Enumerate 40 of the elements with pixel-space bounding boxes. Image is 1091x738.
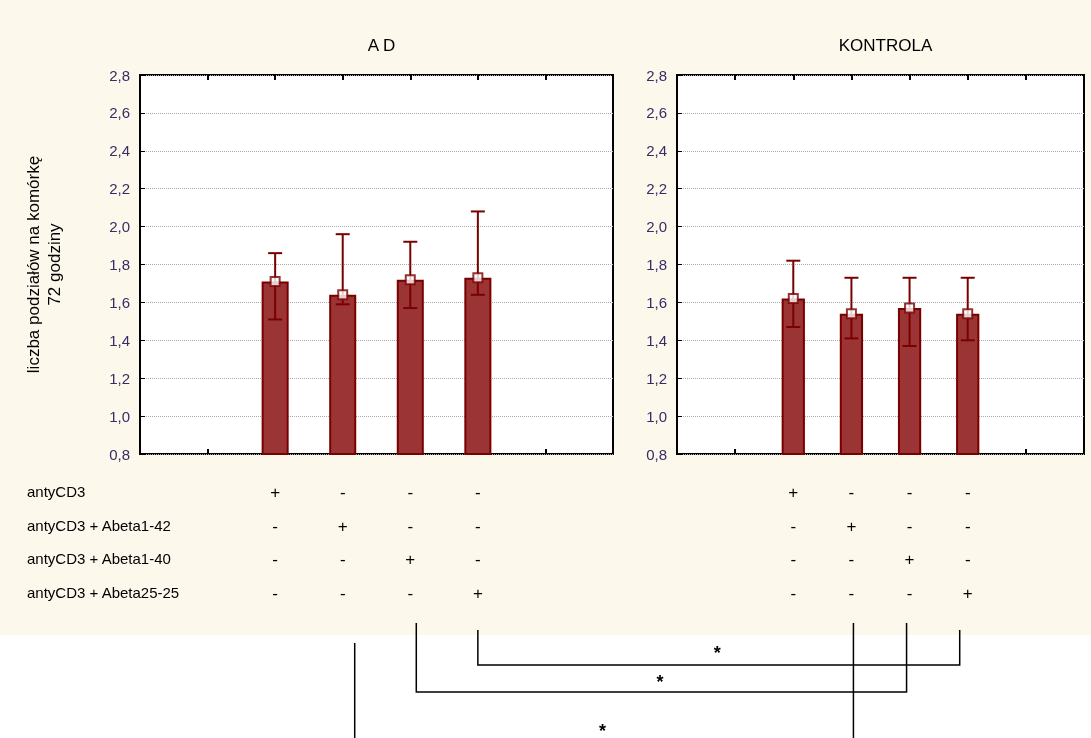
y-tick-label: 1,8 [646,256,667,273]
chart-title: KONTROLA [838,36,933,55]
y-tick-label: 1,6 [109,293,130,311]
y-tick-label: 1,0 [109,407,130,425]
y-tick-label: 2,4 [109,142,130,160]
text: antyCD3 + Abeta1-42 [27,516,171,534]
y-tick-label: 1,2 [109,369,130,387]
y-tick-label: 2,2 [109,180,130,198]
text: * [656,672,664,692]
y-tick-label: 0,8 [109,445,130,463]
x-tick-label: - - - + [472,483,483,603]
y-tick-label: 1,8 [109,256,130,273]
text: * [713,643,721,663]
text: antyCD3 + Abeta25-25 [27,583,180,601]
y-tick-label: 2,0 [646,218,667,236]
x-tick-label: - - + - [405,483,416,603]
text: * [599,721,607,738]
y-tick-label: 2,8 [109,66,130,84]
y-tick-label: 1,6 [646,293,667,311]
x-tick-label: + - - - [270,483,281,603]
x-tick-label: - - - + [962,483,973,603]
x-tick-label: - + - - [337,483,348,603]
y-tick-label: 1,4 [109,331,130,349]
y-tick-label: 1,0 [646,407,667,425]
chart-title: A D [367,36,396,55]
x-tick-label: - + - - [846,483,857,603]
y-tick-label: 2,4 [646,142,667,160]
y-tick-label: 2,2 [646,180,667,198]
text: antyCD3 [27,483,86,500]
y-tick-label: 1,4 [646,331,667,349]
y-tick-label: 2,0 [109,218,130,236]
y-tick-label: 2,6 [646,104,667,122]
y-tick-label: 2,8 [646,66,667,84]
y-axis-title: liczba podziałów na komórkę 72 godziny [24,155,64,374]
y-tick-label: 2,6 [109,104,130,122]
y-tick-label: 1,2 [646,369,667,387]
x-tick-label: + - - - [788,483,799,603]
text: antyCD3 + Abeta1-40 [27,550,171,567]
y-tick-label: 0,8 [646,445,667,463]
x-tick-label: - - + - [904,483,915,603]
